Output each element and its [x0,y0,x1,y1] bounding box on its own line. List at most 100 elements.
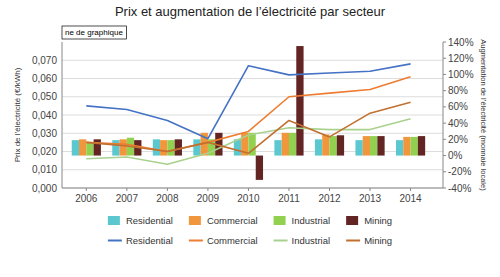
x-tick [167,188,168,191]
x-tick-label: 2009 [197,193,220,204]
y-tick-label: 0,060 [32,73,57,84]
bar [322,134,329,155]
x-tick [288,188,289,191]
y2-tick-label: 120% [448,53,474,64]
legend-swatch [274,216,286,225]
y-axis-label: Prix de l’électricité (€/kWh) [13,67,22,162]
legend-label: Mining [364,215,392,226]
annotation: ne de graphique [62,26,126,39]
annotation-box [62,26,126,39]
line [86,102,410,153]
y2-tick-label: 60% [448,101,468,112]
legend-swatch [108,216,120,225]
bar [153,139,160,155]
bar [315,139,322,155]
bar [79,139,86,155]
legend-label: Mining [364,235,392,246]
y2-tick-label: 80% [448,85,468,96]
bar [86,143,93,156]
y-tick-label: 0,010 [32,164,57,175]
y2-tick-label: 20% [448,134,468,145]
bar [175,139,182,155]
legend-label: Residential [126,235,173,246]
line [86,77,410,152]
x-tick-label: 2014 [399,193,422,204]
legend-label: Residential [126,215,173,226]
bar [296,46,303,156]
bar [193,139,200,155]
legend-swatch [108,240,122,242]
x-tick [126,188,127,191]
x-tick [248,188,249,191]
bar [418,136,425,155]
bar [411,137,418,156]
bar [112,140,119,155]
y2-tick-label: -20% [448,166,471,177]
line [86,64,410,139]
x-tick [86,188,87,191]
x-tick [329,188,330,191]
bar [363,136,370,155]
legend-swatch [274,240,288,242]
legend-label: Industrial [292,235,331,246]
y-axis-line [62,42,63,188]
legend-swatch [346,240,360,242]
grid-line [62,188,443,189]
bar [330,136,337,155]
bar [337,135,344,155]
legend-label: Commercial [207,215,258,226]
bar [403,137,410,156]
bar [289,133,296,156]
x-tick [370,188,371,191]
legend-label: Commercial [207,235,258,246]
bar [120,139,127,155]
bar [355,140,362,155]
y2-tick-label: -40% [448,183,471,194]
x-tick-label: 2010 [237,193,260,204]
legend-swatch [346,216,358,225]
bar [256,156,263,180]
y-tick-label: 0,020 [32,146,57,157]
y-tick-label: 0,050 [32,91,57,102]
y2-axis-line [443,42,444,188]
x-tick-label: 2008 [156,193,179,204]
x-tick [207,188,208,191]
grid-line [62,60,443,61]
grid-line [62,96,443,97]
bar [377,136,384,155]
bar [72,140,79,155]
grid-line [62,78,443,79]
title: Prix et augmentation de l’électricité pa… [115,4,386,19]
x-tick-label: 2007 [116,193,139,204]
bar [370,136,377,155]
x-tick [410,188,411,191]
annotation-text: ne de graphique [65,28,123,37]
x-tick-label: 2012 [318,193,341,204]
x-tick-label: 2006 [75,193,98,204]
line [86,119,410,165]
bar [274,140,281,155]
plot-area [72,46,425,180]
x-tick-label: 2013 [359,193,382,204]
x-tick-label: 2011 [278,193,300,204]
chart: Prix et augmentation de l’électricité pa… [0,0,500,277]
y2-axis-label: Augmentation de l’électricité (monnaie l… [479,39,488,191]
bar [282,133,289,156]
y2-tick-label: 0% [448,150,463,161]
legend-row: Residential Commercial Industrial Mining [108,235,392,246]
bar [396,140,403,155]
x-axis-line [62,188,443,189]
legend-label: Industrial [292,215,331,226]
grid-line [62,169,443,170]
bar [167,140,174,155]
y-tick-label: 0,000 [32,183,57,194]
legend-swatch [189,240,203,242]
y2-tick-label: 140% [448,37,474,48]
y2-tick-label: 40% [448,118,468,129]
bar [160,140,167,155]
y-tick-label: 0,030 [32,128,57,139]
y-tick-label: 0,040 [32,110,57,121]
grid-line [62,115,443,116]
y2-tick-label: 100% [448,69,474,80]
legend-row: Residential Commercial Industrial Mining [108,215,392,226]
